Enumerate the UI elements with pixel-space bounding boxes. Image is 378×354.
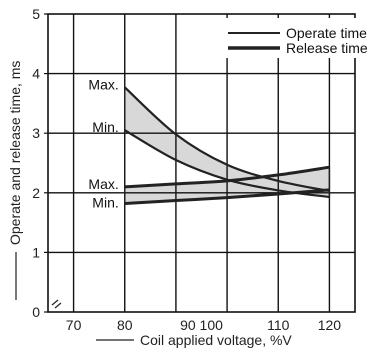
- grid-layer: [47, 13, 356, 313]
- plot-frame: [47, 13, 356, 313]
- release-min-annotation: Min.: [92, 195, 118, 211]
- tick-layer: 0 1 2 3 4 5 70 80 90 100 110 120: [32, 6, 341, 333]
- x-axis-label-group: Coil applied voltage, %V: [96, 332, 292, 348]
- x-tick-label-2: 90 100: [180, 317, 223, 333]
- release-max-line: [124, 165, 330, 189]
- release-min-line: [124, 188, 330, 206]
- legend-background: [222, 18, 378, 58]
- y-tick-label-0: 0: [32, 304, 40, 320]
- y-tick-label-5: 5: [32, 6, 40, 22]
- curve-layer: [124, 86, 331, 206]
- x-tick-label-0: 70: [66, 317, 82, 333]
- x-tick-label-3: 110: [267, 317, 290, 333]
- y-axis-label: Operate and release time, ms: [7, 61, 23, 245]
- legend-release-label: Release time: [286, 40, 368, 56]
- operate-max-annotation: Max.: [88, 76, 118, 92]
- operate-min-annotation: Min.: [92, 119, 118, 135]
- y-tick-label-1: 1: [32, 244, 40, 260]
- y-axis-label-group: Operate and release time, ms: [7, 61, 23, 300]
- x-tick-label-1: 80: [117, 317, 133, 333]
- x-axis-label: Coil applied voltage, %V: [140, 332, 292, 348]
- y-tick-label-4: 4: [32, 66, 40, 82]
- y-tick-label-3: 3: [32, 125, 40, 141]
- y-tick-label-2: 2: [32, 185, 40, 201]
- release-max-annotation: Max.: [88, 176, 118, 192]
- legend: Operate time Release time: [222, 18, 378, 58]
- axis-break-mark: [51, 299, 62, 309]
- legend-operate-label: Operate time: [286, 25, 367, 41]
- x-tick-label-4: 120: [318, 317, 342, 333]
- operate-max-line: [124, 86, 330, 193]
